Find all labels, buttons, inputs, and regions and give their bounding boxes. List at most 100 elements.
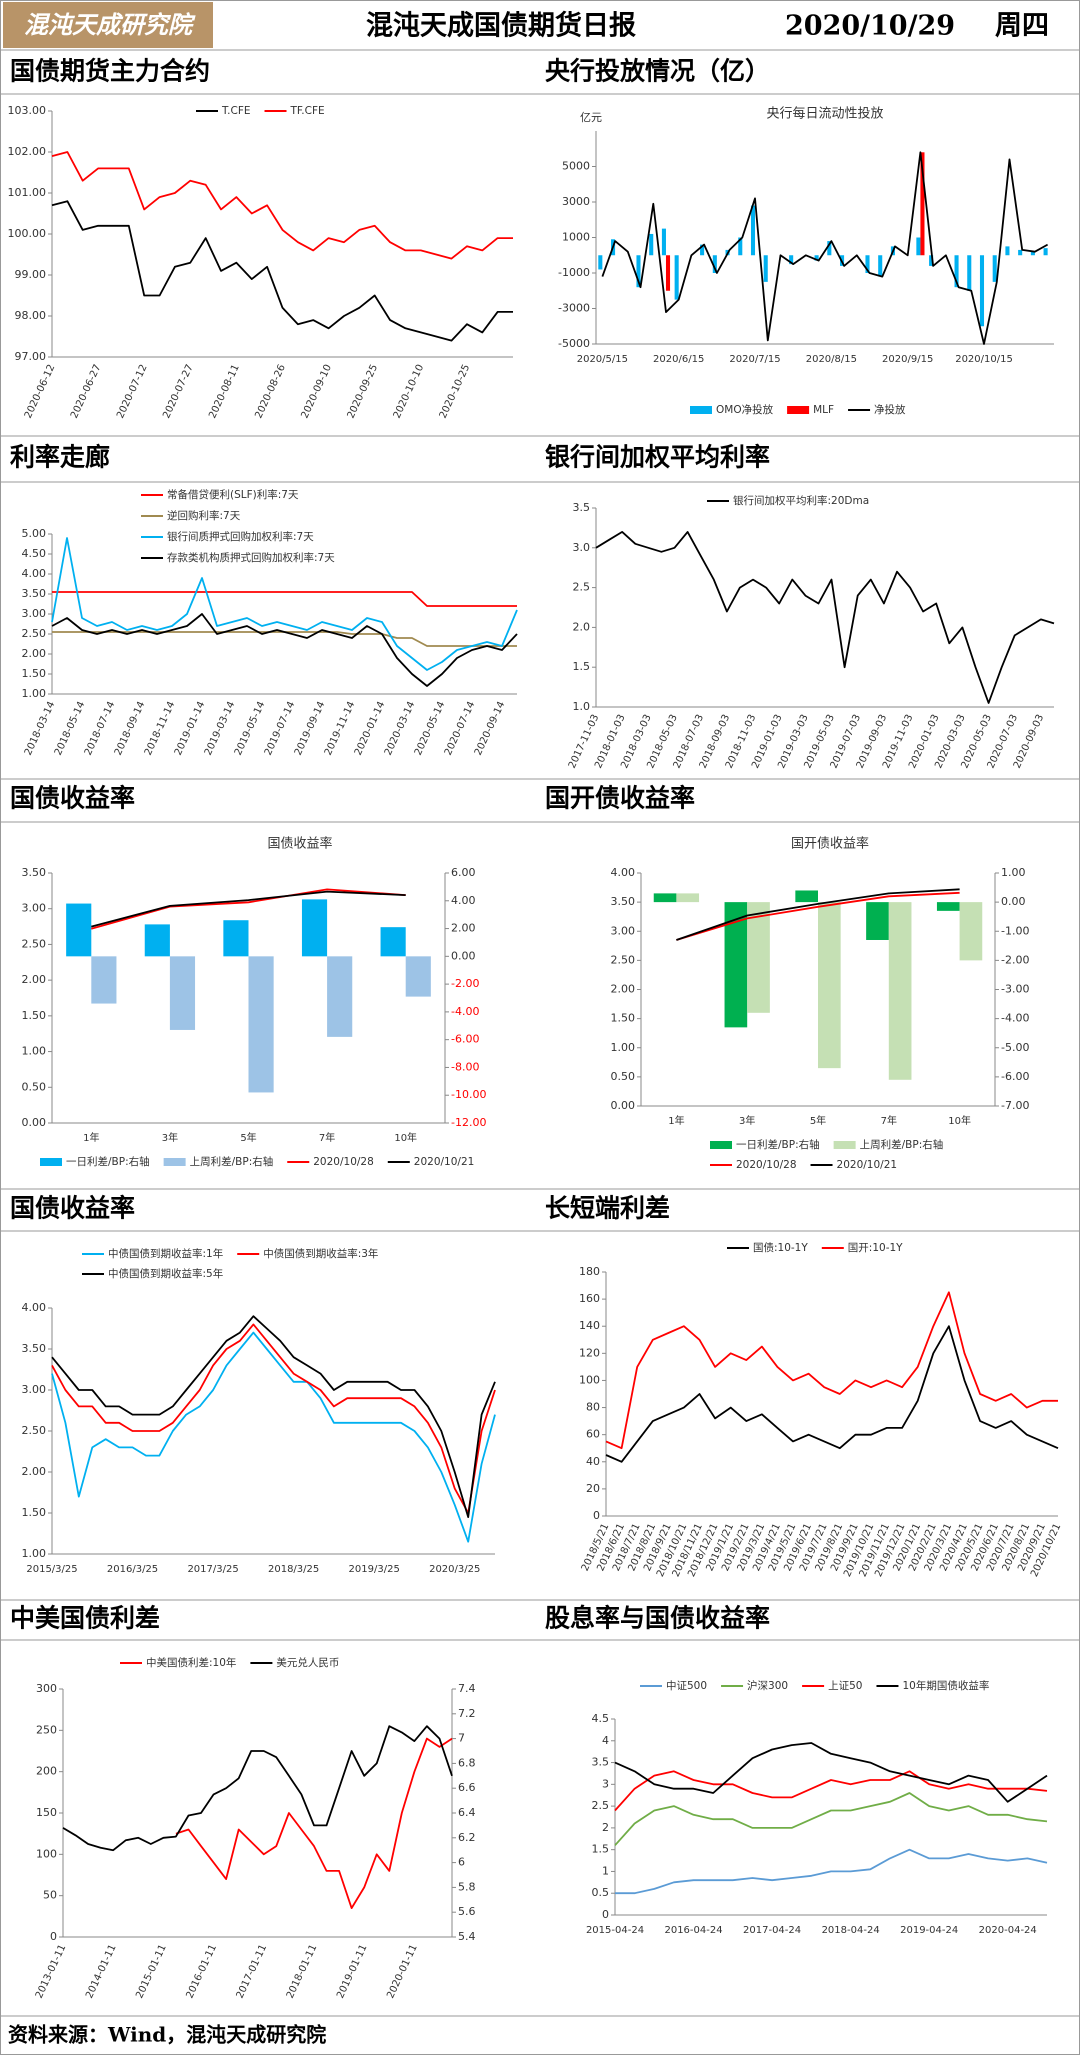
bar bbox=[920, 152, 925, 256]
line bbox=[595, 531, 1055, 704]
y-tick-label: 150 bbox=[36, 1806, 57, 1819]
x-tick-label: 2020-09-14 bbox=[473, 700, 508, 757]
y-tick-label: 3.50 bbox=[22, 587, 47, 600]
line bbox=[91, 888, 406, 930]
bar bbox=[789, 255, 794, 265]
y-tick-label: 180 bbox=[579, 1265, 600, 1278]
bar bbox=[66, 903, 92, 957]
y-tick-label: 2.00 bbox=[611, 983, 636, 996]
x-tick-label: 2013-01-11 bbox=[34, 1943, 69, 2000]
section-title: 国开债收益率 bbox=[545, 784, 695, 813]
bar bbox=[676, 893, 700, 903]
y-tick-label: 5.00 bbox=[22, 527, 47, 540]
x-tick-label: 2019-01-11 bbox=[335, 1943, 370, 2000]
y-tick-label: -5000 bbox=[558, 337, 590, 350]
legend-label: 沪深300 bbox=[747, 1679, 788, 1692]
y-tick-label: 2.50 bbox=[22, 937, 47, 950]
line bbox=[615, 1848, 1048, 1895]
bar bbox=[916, 237, 921, 256]
chart-subtitle: 央行每日流动性投放 bbox=[766, 106, 883, 122]
y-tick-label: 200 bbox=[36, 1765, 57, 1778]
legend-label: 中债国债到期收益率:1年 bbox=[108, 1247, 223, 1260]
bar bbox=[144, 924, 170, 957]
x-tick-label: 3年 bbox=[739, 1114, 755, 1127]
line bbox=[51, 1315, 496, 1518]
legend-label: T.CFE bbox=[221, 105, 251, 117]
section-title: 央行投放情况（亿） bbox=[545, 57, 770, 86]
x-tick-label: 2016-01-11 bbox=[184, 1943, 219, 2000]
y2-tick-label: 6.8 bbox=[458, 1756, 476, 1769]
y-tick-label: 100 bbox=[579, 1373, 600, 1386]
y2-tick-label: -1.00 bbox=[1001, 924, 1029, 937]
y-tick-label: 102.00 bbox=[8, 145, 47, 158]
y2-tick-label: 6.2 bbox=[458, 1831, 476, 1844]
y-tick-label: 2.00 bbox=[22, 973, 47, 986]
y-tick-label: 0.00 bbox=[611, 1099, 636, 1112]
x-tick-label: 2019-09-14 bbox=[293, 700, 328, 757]
legend-label: 存款类机构质押式回购加权利率:7天 bbox=[167, 551, 335, 564]
y-tick-label: 1000 bbox=[562, 231, 590, 244]
bar bbox=[866, 902, 889, 940]
legend-label: 国债:10-1Y bbox=[753, 1241, 808, 1254]
line bbox=[51, 537, 518, 671]
y-tick-label: 2.5 bbox=[592, 1799, 610, 1812]
x-tick-label: 2019-11-14 bbox=[323, 700, 358, 757]
legend-label: 常备借贷便利(SLF)利率:7天 bbox=[167, 488, 299, 501]
y-tick-label: 0 bbox=[602, 1908, 609, 1921]
y-tick-label: 1.5 bbox=[592, 1843, 610, 1856]
line bbox=[51, 613, 518, 687]
bar bbox=[223, 920, 249, 957]
legend-label: 美元兑人民币 bbox=[276, 1656, 339, 1669]
x-tick-label: 2020/9/15 bbox=[882, 354, 933, 365]
y-tick-label: 3 bbox=[602, 1777, 609, 1790]
y-tick-label: 1.50 bbox=[22, 1506, 47, 1519]
y-tick-label: 140 bbox=[579, 1319, 600, 1332]
x-tick-label: 2020/5/15 bbox=[577, 354, 628, 365]
y2-tick-label: 2.00 bbox=[451, 922, 476, 935]
legend-label: 上证50 bbox=[828, 1680, 862, 1692]
y-tick-label: 2.00 bbox=[22, 1465, 47, 1478]
x-tick-label: 2020-10-10 bbox=[392, 363, 427, 420]
x-tick-label: 5年 bbox=[810, 1114, 826, 1127]
y-tick-label: 5000 bbox=[562, 160, 590, 173]
y2-tick-label: -8.00 bbox=[451, 1060, 479, 1073]
bar bbox=[248, 956, 274, 1093]
x-tick-label: 2020-09-25 bbox=[346, 363, 381, 420]
y2-tick-label: 6 bbox=[458, 1856, 465, 1869]
y-tick-label: 97.00 bbox=[15, 350, 47, 363]
y-tick-label: 60 bbox=[586, 1428, 600, 1441]
bar bbox=[405, 956, 431, 997]
y-tick-label: 0.00 bbox=[22, 1116, 47, 1129]
section-title: 国债期货主力合约 bbox=[10, 57, 210, 86]
x-tick-label: 2020/6/15 bbox=[653, 354, 704, 365]
legend-label: 上周利差/BP:右轴 bbox=[190, 1155, 274, 1168]
y-tick-label: 120 bbox=[579, 1346, 600, 1359]
y-tick-label: 3.5 bbox=[573, 501, 591, 514]
y-tick-label: 1.50 bbox=[22, 667, 47, 680]
y-tick-label: 3.50 bbox=[22, 1342, 47, 1355]
bar bbox=[665, 255, 671, 291]
x-tick-label: 2019-03-14 bbox=[203, 700, 238, 757]
y2-tick-label: -10.00 bbox=[451, 1088, 486, 1101]
y-tick-label: 4.5 bbox=[592, 1712, 610, 1725]
bar bbox=[929, 255, 934, 266]
legend-label: 上周利差/BP:右轴 bbox=[860, 1138, 944, 1151]
x-tick-label: 2020-09-10 bbox=[300, 363, 335, 420]
y-tick-label: 1.00 bbox=[22, 687, 47, 700]
bar bbox=[888, 902, 912, 1080]
bar bbox=[91, 956, 117, 1004]
y2-tick-label: 7.2 bbox=[458, 1707, 476, 1720]
x-tick-label: 10年 bbox=[948, 1114, 971, 1127]
line bbox=[91, 890, 406, 928]
report-title: 混沌天成国债期货日报 bbox=[366, 10, 636, 42]
bar bbox=[598, 255, 603, 270]
bar bbox=[712, 255, 717, 273]
report-date: 2020/10/29 bbox=[785, 11, 955, 42]
y-tick-label: 3000 bbox=[562, 195, 590, 208]
x-tick-label: 2015-01-11 bbox=[134, 1943, 169, 2000]
legend-swatch bbox=[163, 1158, 186, 1166]
bar bbox=[724, 902, 748, 1028]
y-tick-label: 3.00 bbox=[22, 902, 47, 915]
y-tick-label: 250 bbox=[36, 1723, 57, 1736]
